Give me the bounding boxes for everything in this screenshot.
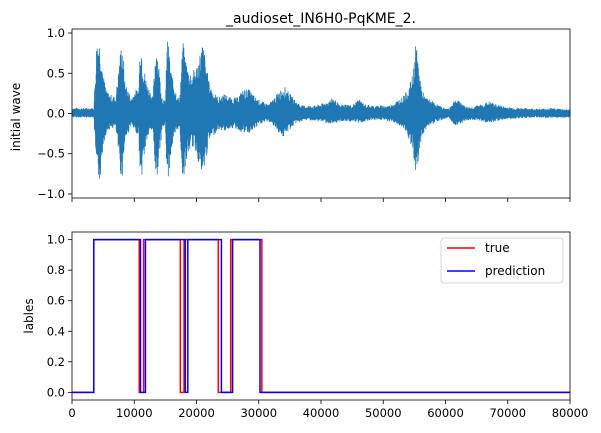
x-tick-label: 30000 [240, 406, 277, 420]
x-tick-label: 0 [68, 406, 75, 420]
wave-plot-area [71, 41, 571, 179]
series-prediction-line [72, 238, 570, 394]
wave-axes-frame [71, 28, 571, 199]
y-tick-label: 1.0 [47, 233, 65, 247]
x-tick-label: 70000 [489, 406, 526, 420]
y-tick-label: 0.5 [47, 66, 65, 80]
wave-ylabel: initial wave [9, 83, 23, 151]
y-tick-label: 0.4 [47, 324, 65, 338]
waveform-line [71, 41, 571, 179]
wave-subplot: _audioset_IN6H0-PqKME_2. initial wave −1… [9, 11, 571, 202]
y-tick-label: 1.0 [47, 26, 65, 40]
y-tick-label: 0.0 [47, 107, 65, 121]
y-tick-label: 0.2 [47, 355, 65, 369]
x-tick-label: 40000 [303, 406, 340, 420]
wave-title: _audioset_IN6H0-PqKME_2. [225, 11, 416, 27]
labels-plot-area [72, 238, 570, 394]
x-tick-label: 60000 [427, 406, 464, 420]
labels-axes-frame [71, 231, 571, 401]
labels-ylabel: lables [22, 298, 36, 333]
x-tick-label: 10000 [116, 406, 153, 420]
y-tick-label: 0.8 [47, 263, 65, 277]
legend: true prediction [440, 237, 564, 284]
x-tick-label: 20000 [178, 406, 215, 420]
x-tick-label: 50000 [365, 406, 402, 420]
wave-ticks: −1.0 −0.5 0.0 0.5 1.0 [37, 26, 571, 202]
labels-subplot: lables 0 10000 20000 30000 40000 50000 60000 70… [22, 231, 589, 420]
x-tick-label: 80000 [552, 406, 589, 420]
labels-ticks: 0 10000 20000 30000 40000 50000 60000 70000 8000… [47, 233, 589, 420]
legend-true-label: true [485, 241, 510, 255]
y-tick-label: 0.0 [47, 385, 65, 399]
y-tick-label: 0.6 [47, 294, 65, 308]
legend-prediction-label: prediction [485, 264, 545, 278]
y-tick-label: −1.0 [37, 187, 65, 201]
y-tick-label: −0.5 [37, 147, 65, 161]
